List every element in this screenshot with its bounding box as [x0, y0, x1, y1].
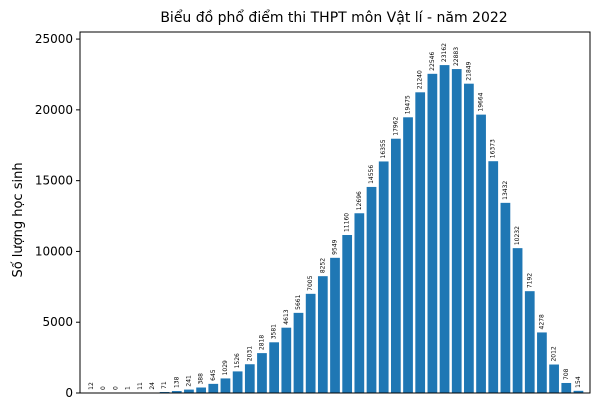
bar-value-label: 4613 — [283, 309, 290, 324]
bar — [196, 388, 206, 393]
bar-value-label: 5661 — [295, 294, 302, 309]
bar — [488, 161, 498, 393]
bar — [221, 378, 231, 393]
bar — [549, 365, 559, 393]
chart-title: Biểu đồ phổ điểm thi THPT môn Vật lí - n… — [160, 9, 507, 26]
bar-value-label: 3581 — [271, 324, 278, 339]
y-tick-label: 25000 — [35, 32, 73, 46]
bar-value-label: 11 — [137, 382, 144, 390]
bar-value-label: 12 — [88, 382, 95, 390]
bar-value-label: 19475 — [405, 95, 412, 114]
bar-value-label: 1 — [125, 386, 132, 390]
bar-value-label: 708 — [563, 368, 570, 380]
bar-value-label: 645 — [210, 369, 217, 381]
bar-value-label: 16373 — [490, 139, 497, 158]
bar — [354, 213, 364, 393]
y-tick-label: 0 — [65, 386, 73, 400]
bar-value-label: 24 — [149, 382, 156, 390]
bar — [391, 139, 401, 393]
bar-value-label: 138 — [173, 376, 180, 388]
bar — [403, 117, 413, 393]
y-tick-label: 10000 — [35, 244, 73, 258]
bar — [476, 115, 486, 393]
bar-value-label: 0 — [112, 386, 119, 390]
y-ticks-layer: 0 5000 10000 15000 20000 25000 — [35, 32, 80, 400]
bar — [306, 294, 316, 393]
bars-layer — [87, 65, 584, 393]
bar-value-label: 0 — [100, 386, 107, 390]
bar — [269, 342, 279, 393]
bar-value-label: 154 — [575, 376, 582, 388]
bar — [233, 371, 243, 393]
bar — [537, 332, 547, 393]
bar-value-label: 21240 — [417, 70, 424, 89]
bar — [257, 353, 267, 393]
bar — [525, 291, 535, 393]
bar — [464, 84, 474, 393]
bar-value-label: 2012 — [551, 346, 558, 361]
bar-value-label: 2818 — [258, 335, 265, 350]
bar-value-label: 11160 — [344, 213, 351, 232]
bar — [367, 187, 377, 393]
bar-value-label: 388 — [198, 373, 205, 385]
y-tick-label: 15000 — [35, 174, 73, 188]
bar-value-label: 21849 — [465, 61, 472, 80]
bar-value-label: 8252 — [319, 258, 326, 273]
bar — [452, 69, 462, 393]
bar-value-label: 2031 — [246, 346, 253, 361]
bar-value-label: 17962 — [392, 116, 399, 135]
bar — [379, 161, 389, 393]
bar — [561, 383, 571, 393]
bar — [281, 328, 291, 393]
bar-value-label: 10232 — [514, 226, 521, 245]
bar-value-label: 22883 — [453, 47, 460, 66]
bar-value-label: 16355 — [380, 139, 387, 158]
y-tick-label: 20000 — [35, 103, 73, 117]
bar-value-label: 13432 — [502, 181, 509, 200]
bar-value-label: 7192 — [526, 273, 533, 288]
bar — [513, 248, 523, 393]
bar — [501, 203, 511, 393]
bar — [208, 384, 218, 393]
bar-value-label: 22546 — [429, 52, 436, 71]
bar — [415, 92, 425, 393]
bar — [330, 258, 340, 393]
bar-value-label: 9549 — [332, 239, 339, 254]
bar-value-label: 241 — [185, 375, 192, 387]
bar — [318, 276, 328, 393]
bar-value-label: 12696 — [356, 191, 363, 210]
bar-value-label: 1526 — [234, 353, 241, 368]
bar-value-label: 1029 — [222, 360, 229, 375]
bar — [184, 390, 194, 393]
bar-value-label: 14556 — [368, 165, 375, 184]
bar-value-label: 7005 — [307, 275, 314, 290]
bar-value-label: 4278 — [538, 314, 545, 329]
y-axis-label: Số lượng học sinh — [11, 162, 26, 277]
bar — [428, 74, 438, 393]
bar — [245, 364, 255, 393]
bar-value-label: 71 — [161, 381, 168, 389]
bar-value-label: 23162 — [441, 43, 448, 62]
bar-value-label: 19664 — [478, 92, 485, 111]
bar — [294, 313, 304, 393]
bar — [342, 235, 352, 393]
bar — [440, 65, 450, 393]
y-tick-label: 5000 — [42, 315, 73, 329]
